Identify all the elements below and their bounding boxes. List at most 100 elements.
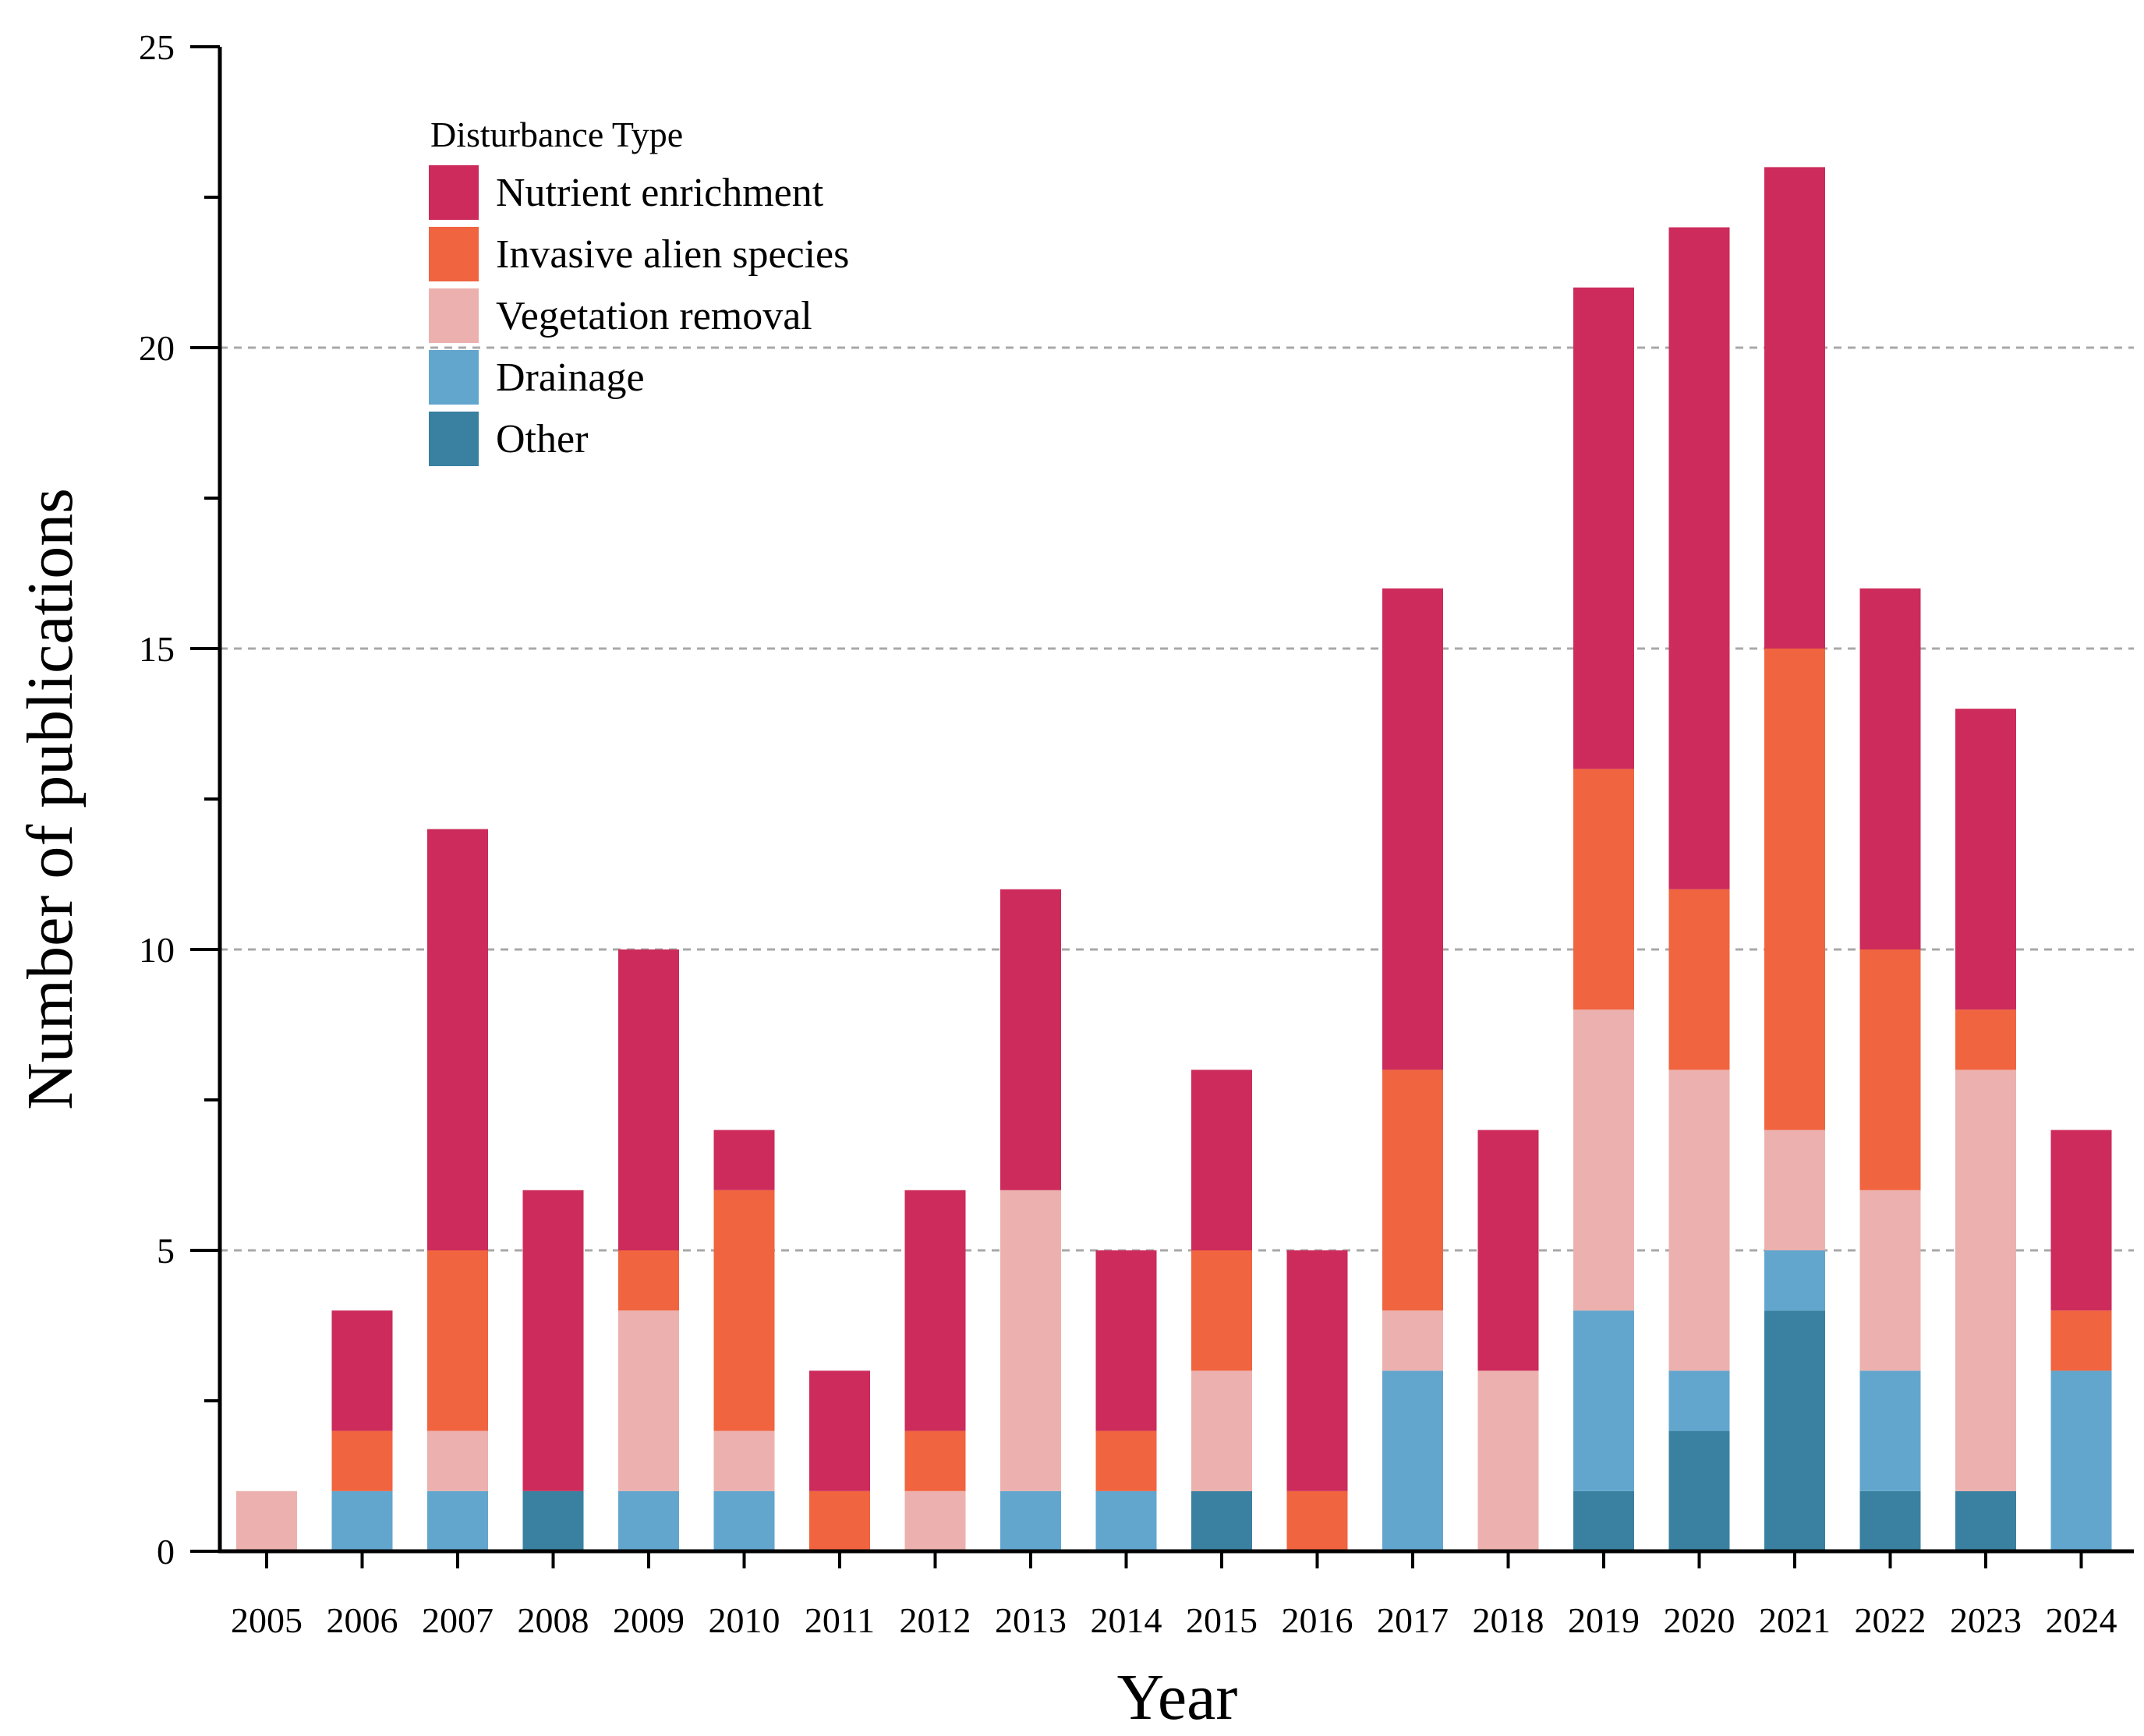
bar-2022-nutrient-enrichment xyxy=(1859,588,1921,949)
bar-2006-nutrient-enrichment xyxy=(331,1310,393,1431)
bar-2021-vegetation-removal xyxy=(1764,1130,1825,1250)
bar-2016-nutrient-enrichment xyxy=(1286,1250,1348,1491)
bar-2014-nutrient-enrichment xyxy=(1095,1250,1157,1431)
legend-label-nutrient-enrichment: Nutrient enrichment xyxy=(496,171,824,215)
bar-2006-invasive-alien-species xyxy=(331,1430,393,1491)
bar-2011-nutrient-enrichment xyxy=(809,1370,870,1491)
bars xyxy=(236,167,2112,1551)
legend-label-other: Other xyxy=(496,417,588,461)
x-tick-label-2019: 2019 xyxy=(1568,1600,1640,1640)
x-tick-label-2008: 2008 xyxy=(518,1600,589,1640)
bar-2018-vegetation-removal xyxy=(1477,1370,1539,1551)
x-tick-label-2024: 2024 xyxy=(2046,1600,2117,1640)
bar-2015-invasive-alien-species xyxy=(1191,1250,1252,1371)
bar-2019-invasive-alien-species xyxy=(1573,769,1634,1010)
bar-2023-invasive-alien-species xyxy=(1955,1009,2016,1070)
bar-2021-invasive-alien-species xyxy=(1764,649,1825,1130)
bar-2018-nutrient-enrichment xyxy=(1477,1130,1539,1371)
bar-2015-nutrient-enrichment xyxy=(1191,1070,1252,1250)
bar-2015-other xyxy=(1191,1490,1252,1551)
bar-2024-drainage xyxy=(2050,1370,2112,1551)
legend-swatch-vegetation-removal xyxy=(429,288,479,343)
x-tick-label-2014: 2014 xyxy=(1091,1600,1162,1640)
bar-2022-drainage xyxy=(1859,1370,1921,1491)
bar-2015-vegetation-removal xyxy=(1191,1370,1252,1491)
legend-title: Disturbance Type xyxy=(430,115,683,154)
bar-2020-other xyxy=(1668,1430,1730,1551)
bar-2012-vegetation-removal xyxy=(904,1490,966,1551)
bar-2024-invasive-alien-species xyxy=(2050,1310,2112,1371)
x-tick-label-2011: 2011 xyxy=(805,1600,875,1640)
legend-swatch-other xyxy=(429,412,479,466)
bar-2017-vegetation-removal xyxy=(1382,1310,1443,1371)
bar-2021-drainage xyxy=(1764,1250,1825,1311)
bar-2007-drainage xyxy=(427,1490,488,1551)
bar-2017-invasive-alien-species xyxy=(1382,1070,1443,1311)
bar-2023-other xyxy=(1955,1490,2016,1551)
bar-2012-invasive-alien-species xyxy=(904,1430,966,1491)
bar-2014-invasive-alien-species xyxy=(1095,1430,1157,1491)
x-tick-label-2017: 2017 xyxy=(1377,1600,1449,1640)
bar-2013-nutrient-enrichment xyxy=(1000,889,1061,1190)
legend-swatch-drainage xyxy=(429,350,479,405)
bar-2008-nutrient-enrichment xyxy=(522,1190,584,1491)
y-tick-label-20: 20 xyxy=(139,328,175,368)
y-tick-label-10: 10 xyxy=(139,930,175,970)
x-tick-label-2022: 2022 xyxy=(1855,1600,1926,1640)
x-tick-label-2013: 2013 xyxy=(995,1600,1067,1640)
bar-2017-drainage xyxy=(1382,1370,1443,1551)
x-tick-label-2005: 2005 xyxy=(231,1600,302,1640)
x-tick-label-2009: 2009 xyxy=(613,1600,685,1640)
bar-2020-nutrient-enrichment xyxy=(1668,227,1730,889)
x-tick-label-2021: 2021 xyxy=(1759,1600,1831,1640)
y-axis-ticks: 0 5 10 15 20 25 xyxy=(139,27,220,1572)
bar-2013-vegetation-removal xyxy=(1000,1190,1061,1491)
bar-2009-nutrient-enrichment xyxy=(618,949,679,1250)
bar-2005-vegetation-removal xyxy=(236,1490,297,1551)
bar-2019-other xyxy=(1573,1490,1634,1551)
bar-2013-drainage xyxy=(1000,1490,1061,1551)
bar-2009-drainage xyxy=(618,1490,679,1551)
bar-2007-nutrient-enrichment xyxy=(427,829,488,1250)
x-tick-label-2018: 2018 xyxy=(1473,1600,1544,1640)
x-tick-label-2020: 2020 xyxy=(1664,1600,1735,1640)
y-tick-label-15: 15 xyxy=(139,629,175,669)
bar-2021-other xyxy=(1764,1310,1825,1551)
bar-2020-vegetation-removal xyxy=(1668,1070,1730,1371)
bar-2021-nutrient-enrichment xyxy=(1764,167,1825,649)
bar-2020-invasive-alien-species xyxy=(1668,889,1730,1070)
y-tick-label-0: 0 xyxy=(157,1532,175,1572)
bar-2012-nutrient-enrichment xyxy=(904,1190,966,1431)
legend-swatch-nutrient-enrichment xyxy=(429,165,479,220)
legend-label-invasive-alien-species: Invasive alien species xyxy=(496,232,849,277)
bar-2016-invasive-alien-species xyxy=(1286,1490,1348,1551)
x-axis-ticks: 2005 2006 2007 2008 2009 2010 2011 2012 2013 2014… xyxy=(231,1551,2117,1640)
bar-2010-nutrient-enrichment xyxy=(713,1130,775,1190)
bar-2022-other xyxy=(1859,1490,1921,1551)
bar-2014-drainage xyxy=(1095,1490,1157,1551)
bar-2010-invasive-alien-species xyxy=(713,1190,775,1431)
bar-2019-drainage xyxy=(1573,1310,1634,1491)
bar-2011-invasive-alien-species xyxy=(809,1490,870,1551)
x-axis-title: Year xyxy=(1117,1661,1238,1732)
bar-2022-vegetation-removal xyxy=(1859,1190,1921,1371)
gridlines xyxy=(220,346,2134,1252)
bar-2020-drainage xyxy=(1668,1370,1730,1431)
bar-2007-vegetation-removal xyxy=(427,1430,488,1491)
bar-2019-nutrient-enrichment xyxy=(1573,287,1634,769)
x-tick-label-2007: 2007 xyxy=(422,1600,494,1640)
legend-swatch-invasive-alien-species xyxy=(429,227,479,281)
x-tick-label-2006: 2006 xyxy=(327,1600,398,1640)
bar-2024-nutrient-enrichment xyxy=(2050,1130,2112,1311)
bar-2010-drainage xyxy=(713,1490,775,1551)
x-tick-label-2015: 2015 xyxy=(1186,1600,1258,1640)
x-tick-label-2010: 2010 xyxy=(709,1600,780,1640)
bar-2017-nutrient-enrichment xyxy=(1382,588,1443,1070)
y-tick-label-5: 5 xyxy=(157,1231,175,1271)
bar-2023-nutrient-enrichment xyxy=(1955,709,2016,1010)
y-tick-label-25: 25 xyxy=(139,27,175,67)
bar-2006-drainage xyxy=(331,1490,393,1551)
x-tick-label-2016: 2016 xyxy=(1282,1600,1353,1640)
